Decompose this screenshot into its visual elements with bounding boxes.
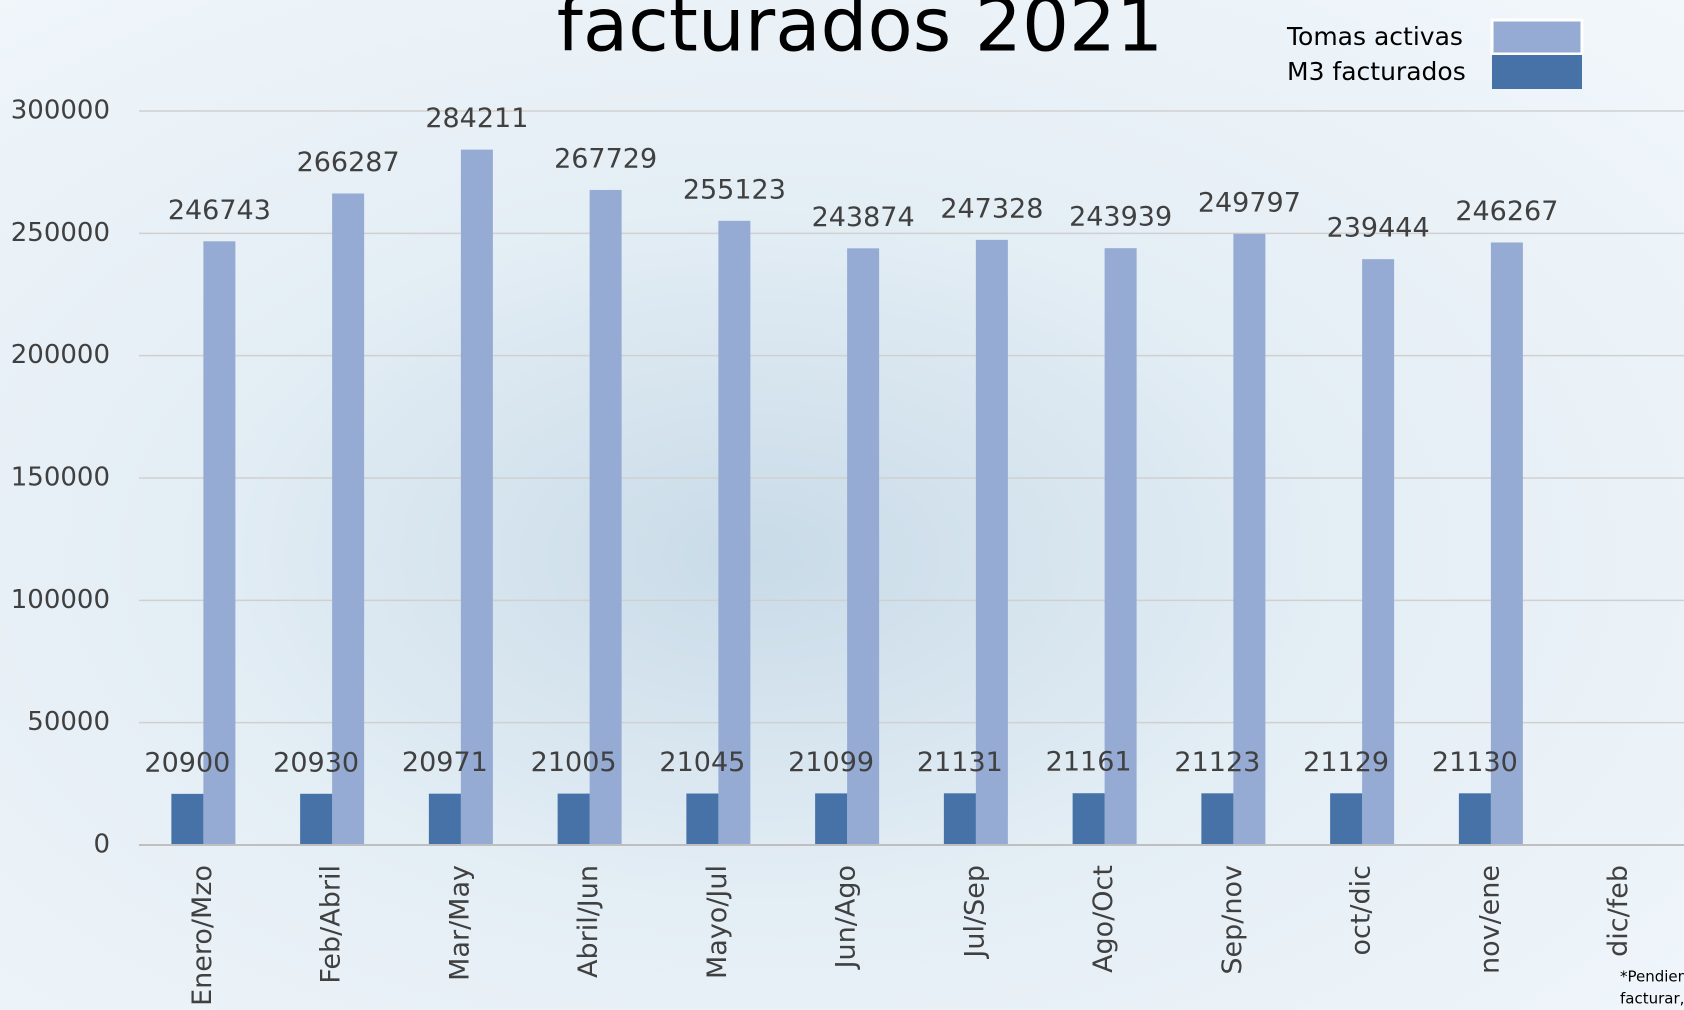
x-tick-label: oct/dic [1346, 865, 1377, 956]
bar [460, 149, 493, 845]
x-tick-label: Sep/nov [1217, 865, 1248, 975]
value-label: 246743 [168, 195, 271, 226]
value-label: 20930 [273, 747, 359, 778]
bar [686, 793, 719, 845]
bar [428, 793, 461, 845]
value-label: 21045 [659, 747, 745, 778]
x-tick-label: Jun/Ago [831, 865, 862, 970]
bar [815, 793, 848, 845]
value-label: 247328 [940, 193, 1043, 224]
value-label: 243939 [1069, 202, 1172, 233]
value-label: 21130 [1432, 747, 1518, 778]
value-label: 20971 [402, 747, 488, 778]
x-tick-label: Abril/Jun [573, 865, 604, 978]
bar [975, 239, 1008, 845]
value-label: 249797 [1198, 187, 1301, 218]
value-label: 21131 [917, 747, 1003, 778]
bar [1233, 233, 1266, 845]
value-label: 239444 [1327, 213, 1430, 244]
y-tick-label: 50000 [27, 707, 110, 737]
chart-title: facturados 2021 [557, 0, 1163, 69]
x-tick-label: Feb/Abril [316, 865, 347, 984]
bar [718, 220, 751, 845]
x-tick-label: Mayo/Jul [702, 865, 733, 979]
note: *Pendien [1620, 968, 1684, 986]
legend-label: M3 facturados [1287, 57, 1466, 86]
legend-swatch [1490, 18, 1584, 56]
bar [1201, 793, 1234, 845]
bar [1458, 793, 1491, 845]
y-tick-label: 0 [93, 830, 110, 860]
y-tick-label: 200000 [11, 340, 110, 370]
bar [203, 241, 236, 845]
value-label: 20900 [144, 747, 230, 778]
y-tick-label: 100000 [11, 585, 110, 615]
value-label: 21123 [1174, 747, 1260, 778]
value-label: 21099 [788, 747, 874, 778]
y-tick-label: 150000 [11, 463, 110, 493]
value-label: 21129 [1303, 747, 1389, 778]
value-label: 21161 [1046, 747, 1132, 778]
bar [1104, 248, 1137, 845]
value-label: 267729 [554, 143, 657, 174]
y-tick-label: 250000 [11, 218, 110, 248]
bar [300, 793, 333, 845]
legend-label: Tomas activas [1286, 22, 1463, 51]
x-tick-label: dic/feb [1603, 865, 1634, 957]
value-label: 246267 [1455, 196, 1558, 227]
note: facturar, [1620, 990, 1684, 1008]
value-label: 266287 [297, 147, 400, 178]
x-tick-label: Enero/Mzo [187, 865, 218, 1006]
value-label: 21005 [531, 747, 617, 778]
y-tick-label: 300000 [11, 96, 110, 126]
bar [589, 189, 622, 846]
bar [1330, 793, 1363, 845]
bar [1362, 259, 1395, 845]
bar [1072, 793, 1105, 845]
bar [943, 793, 976, 845]
bar [1490, 242, 1523, 845]
x-tick-label: Jul/Sep [959, 865, 990, 960]
x-tick-label: nov/ene [1474, 865, 1505, 974]
bar [171, 793, 204, 845]
bar [557, 793, 590, 845]
value-label: 243874 [812, 202, 915, 233]
bar [847, 248, 880, 846]
value-label: 284211 [425, 103, 528, 134]
x-tick-label: Ago/Oct [1088, 865, 1119, 973]
value-label: 255123 [683, 174, 786, 205]
bar [332, 193, 365, 845]
legend-swatch [1492, 55, 1582, 89]
x-tick-label: Mar/May [444, 865, 475, 981]
